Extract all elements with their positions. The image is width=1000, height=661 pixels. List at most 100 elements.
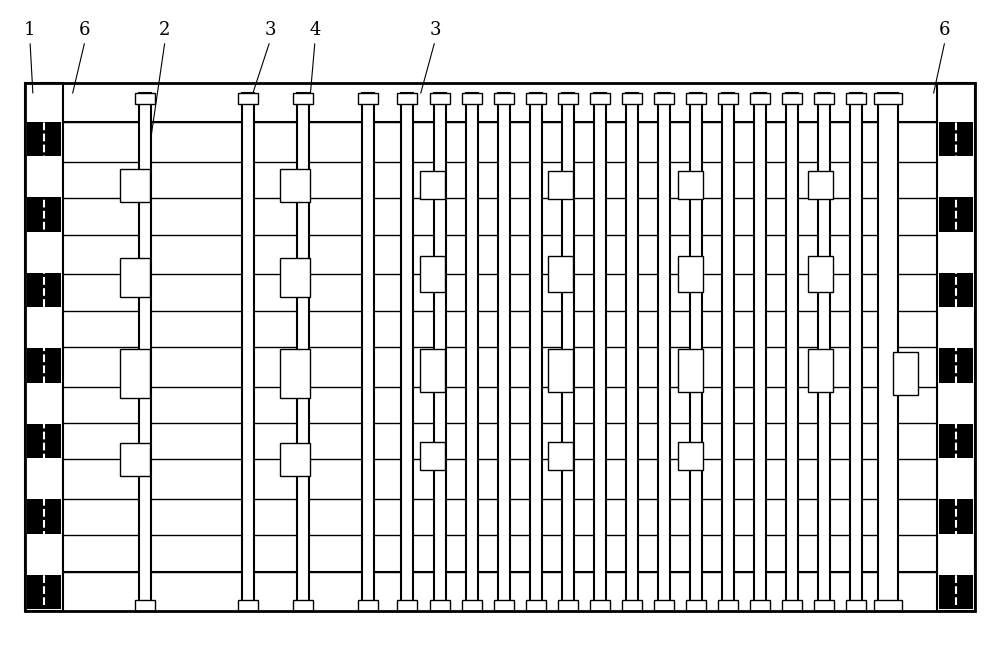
Bar [754, 93, 766, 611]
Bar [690, 93, 702, 611]
Bar [594, 93, 606, 611]
Bar [358, 600, 378, 611]
Bar [850, 93, 862, 611]
Bar [814, 93, 834, 104]
Bar [280, 258, 310, 297]
Bar [27, 424, 61, 458]
Bar [939, 348, 973, 383]
Bar [893, 352, 918, 395]
Bar [494, 600, 514, 611]
Bar [808, 256, 832, 292]
Bar [786, 93, 798, 611]
Bar [750, 600, 770, 611]
Bar [558, 600, 578, 611]
Bar [430, 93, 450, 104]
Bar [397, 600, 417, 611]
Bar [678, 349, 702, 391]
Bar [782, 93, 802, 104]
Bar [462, 93, 482, 104]
Bar [120, 258, 150, 297]
Text: 2: 2 [159, 20, 171, 39]
Bar [750, 93, 770, 104]
Bar [878, 93, 898, 611]
Bar [654, 93, 674, 104]
Text: 6: 6 [79, 20, 91, 39]
Bar [27, 122, 61, 156]
Bar [498, 93, 510, 611]
Text: 4: 4 [309, 20, 321, 39]
Bar [814, 600, 834, 611]
Bar [420, 256, 444, 292]
Bar [818, 93, 830, 611]
Bar [27, 348, 61, 383]
Bar [120, 349, 150, 398]
Bar [548, 349, 573, 391]
Bar [718, 93, 738, 104]
Bar [27, 575, 61, 609]
Text: 3: 3 [429, 20, 441, 39]
Bar [846, 93, 866, 104]
Bar [846, 600, 866, 611]
Bar [548, 171, 573, 199]
Bar [434, 93, 446, 611]
Bar [27, 500, 61, 534]
Bar [420, 171, 444, 199]
Bar [626, 93, 638, 611]
Bar [120, 169, 150, 202]
Bar [678, 442, 702, 470]
Bar [293, 93, 313, 104]
Bar [420, 442, 444, 470]
Bar [939, 197, 973, 232]
Bar [939, 273, 973, 307]
Bar [526, 93, 546, 104]
Bar [397, 93, 417, 104]
Bar [939, 575, 973, 609]
Bar [25, 83, 975, 611]
Bar [622, 93, 642, 104]
Bar [558, 93, 578, 104]
Bar [280, 443, 310, 476]
Bar [358, 93, 378, 104]
Bar [242, 93, 254, 611]
Bar [808, 349, 832, 391]
Bar [420, 349, 444, 391]
Bar [25, 83, 63, 611]
Bar [526, 600, 546, 611]
Bar [808, 171, 832, 199]
Text: 1: 1 [24, 20, 36, 39]
Bar [678, 256, 702, 292]
Bar [297, 93, 309, 611]
Bar [401, 93, 413, 611]
Bar [658, 93, 670, 611]
Bar [280, 349, 310, 398]
Bar [590, 600, 610, 611]
Text: 3: 3 [264, 20, 276, 39]
Bar [280, 169, 310, 202]
Bar [562, 93, 574, 611]
Bar [937, 83, 975, 611]
Bar [686, 93, 706, 104]
Bar [27, 197, 61, 232]
Bar [718, 600, 738, 611]
Bar [622, 600, 642, 611]
Bar [135, 93, 155, 104]
Bar [135, 600, 155, 611]
Bar [362, 93, 374, 611]
Bar [27, 273, 61, 307]
Bar [238, 93, 258, 104]
Bar [139, 93, 151, 611]
Bar [238, 600, 258, 611]
Bar [466, 93, 478, 611]
Bar [874, 93, 902, 104]
Bar [782, 600, 802, 611]
Bar [548, 256, 573, 292]
Bar [686, 600, 706, 611]
Text: 6: 6 [939, 20, 951, 39]
Bar [494, 93, 514, 104]
Bar [939, 500, 973, 534]
Bar [654, 600, 674, 611]
Bar [874, 600, 902, 611]
Bar [530, 93, 542, 611]
Bar [548, 442, 573, 470]
Bar [678, 171, 702, 199]
